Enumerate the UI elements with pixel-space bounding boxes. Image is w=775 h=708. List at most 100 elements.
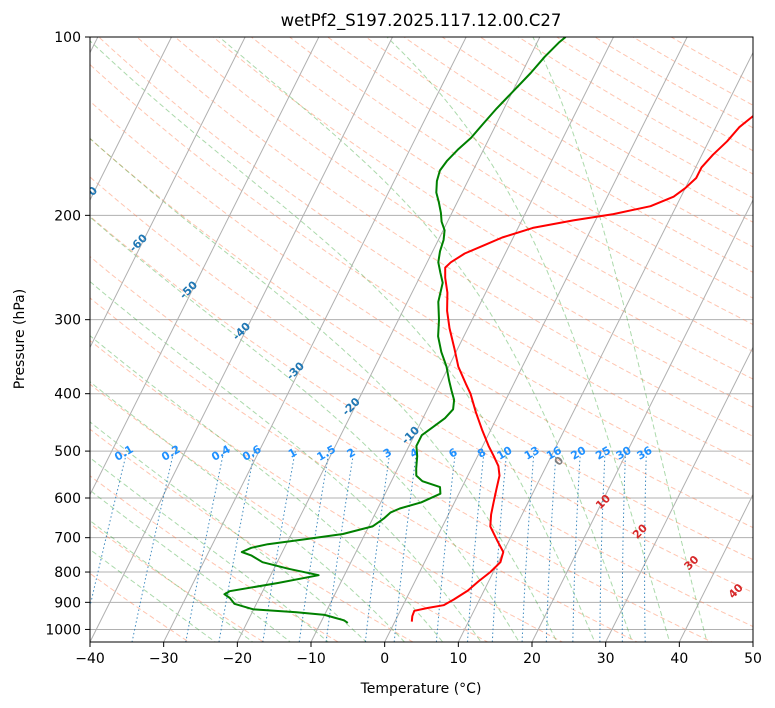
mixing-ratio-label: 20	[568, 444, 588, 463]
mixing-ratio-line	[621, 451, 627, 642]
adiabat-label: 10	[593, 492, 613, 512]
mixing-ratio-label: 0.6	[240, 442, 264, 463]
moist-adiabat	[90, 335, 444, 642]
moist-adiabat	[90, 40, 596, 642]
isotherm	[90, 37, 173, 202]
isotherm	[236, 37, 541, 642]
x-axis-label: Temperature (°C)	[360, 681, 482, 697]
mixing-ratio-line	[131, 450, 175, 642]
moist-adiabat	[90, 489, 292, 642]
dry-adiabat	[632, 37, 753, 106]
y-tick-label: 600	[54, 491, 81, 507]
dry-adiabat	[365, 37, 753, 273]
mixing-ratio-label: 36	[635, 444, 655, 463]
moist-adiabat	[90, 421, 367, 642]
y-tick-label: 400	[54, 387, 81, 403]
adiabat-label: 20	[630, 521, 650, 541]
mixing-ratio-lines: 0.1 0.2 0.4 0.6 1 1.5 2 3 4 6 8 10 13 16 20 25 30 36	[90, 442, 655, 642]
isotherm	[457, 51, 753, 642]
dry-adiabat	[517, 37, 753, 175]
mixing-ratio-line	[325, 451, 355, 642]
mixing-ratio-line	[644, 451, 647, 642]
moist-adiabat	[90, 280, 482, 642]
x-tick-label: −20	[223, 651, 253, 667]
moist-adiabat	[386, 37, 671, 642]
mixing-ratio-label: 8	[475, 446, 488, 461]
x-tick-label: 20	[523, 651, 541, 667]
isotherm-label: -80	[25, 140, 48, 163]
mixing-ratio-line	[491, 451, 508, 642]
moist-adiabat	[218, 37, 633, 642]
moist-adiabat	[90, 137, 558, 642]
mixing-ratio-line	[435, 451, 456, 642]
isotherm	[90, 37, 394, 642]
mixing-ratio-label: 0.2	[159, 443, 182, 464]
mixing-ratio-label: 4	[408, 445, 421, 460]
isotherm	[90, 37, 320, 496]
isotherms	[90, 37, 753, 642]
isotherm	[678, 493, 753, 642]
dry-adiabat	[441, 37, 753, 223]
dry-adiabat	[90, 176, 753, 594]
isotherm	[752, 640, 753, 642]
y-tick-label: 500	[54, 444, 81, 460]
dry-adiabat	[136, 37, 753, 437]
moist-adiabats	[90, 37, 708, 642]
moist-adiabat	[90, 520, 254, 642]
dry-adiabat	[90, 255, 713, 642]
y-tick-label: 1000	[45, 622, 81, 638]
mixing-ratio-line	[298, 451, 330, 642]
y-tick-label: 300	[54, 313, 81, 329]
dry-adiabat	[90, 215, 753, 628]
dry-adiabat	[90, 339, 564, 642]
y-tick-label: 900	[54, 595, 81, 611]
dry-adiabat	[593, 37, 753, 129]
adiabat-label: 40	[726, 581, 746, 601]
y-tick-label: 700	[54, 531, 81, 547]
mixing-ratio-line	[599, 451, 606, 642]
isotherm	[163, 37, 467, 642]
mixing-ratio-line	[364, 451, 391, 642]
isotherm	[310, 37, 615, 642]
mixing-ratio-label: 3	[381, 446, 394, 461]
moist-adiabat	[90, 216, 520, 642]
mixing-ratio-label: 1.5	[315, 443, 338, 464]
mixing-ratio-line	[521, 451, 535, 642]
mixing-ratio-line	[90, 450, 128, 609]
mixing-ratio-label: 1	[286, 446, 299, 461]
dry-adiabat	[98, 37, 753, 467]
moist-adiabat	[90, 548, 217, 642]
mixing-ratio-line	[393, 451, 418, 642]
dry-adiabat	[90, 63, 753, 497]
y-tick-label: 200	[54, 208, 81, 224]
dry-adiabat	[479, 37, 753, 199]
x-tick-label: −10	[296, 651, 326, 667]
mixing-ratio-label: 0.1	[112, 443, 135, 464]
mixing-ratio-line	[218, 451, 256, 642]
chart-title: wetPf2_S197.2025.117.12.00.C27	[281, 11, 562, 31]
dry-adiabat	[90, 383, 489, 642]
temperature-line	[410, 114, 753, 622]
x-tick-label: 10	[449, 651, 467, 667]
isotherm	[605, 346, 753, 642]
dry-adiabat	[90, 572, 190, 642]
dewpoint-line	[223, 37, 567, 624]
dry-adiabat	[90, 428, 414, 642]
mixing-ratio-line	[545, 451, 557, 642]
y-tick-label: 800	[54, 565, 81, 581]
mixing-ratio-label: 0.4	[209, 442, 233, 463]
dry-adiabat	[288, 37, 753, 326]
mixing-ratio-label: 30	[614, 444, 634, 463]
dry-adiabat	[90, 100, 753, 529]
grid-layer	[90, 37, 753, 630]
dry-adiabat	[212, 37, 753, 380]
y-tick-label: 100	[54, 30, 81, 46]
isotherm-label: -70	[77, 184, 100, 207]
moist-adiabat	[532, 37, 708, 642]
x-tick-label: −40	[75, 651, 105, 667]
mixing-ratio-label: 6	[447, 445, 460, 460]
x-tick-label: 50	[744, 651, 762, 667]
dry-adiabat	[90, 137, 753, 561]
